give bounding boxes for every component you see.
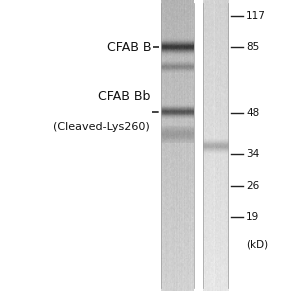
Text: 117: 117 <box>246 11 266 21</box>
Text: CFAB Bb: CFAB Bb <box>98 90 150 102</box>
Text: 26: 26 <box>246 181 259 191</box>
Text: (Cleaved-Lys260): (Cleaved-Lys260) <box>53 122 150 132</box>
Text: 48: 48 <box>246 109 259 118</box>
Text: 34: 34 <box>246 149 259 159</box>
Text: 19: 19 <box>246 212 259 222</box>
Text: 85: 85 <box>246 42 259 52</box>
Text: CFAB B: CFAB B <box>107 41 152 54</box>
Text: (kD): (kD) <box>246 239 268 249</box>
